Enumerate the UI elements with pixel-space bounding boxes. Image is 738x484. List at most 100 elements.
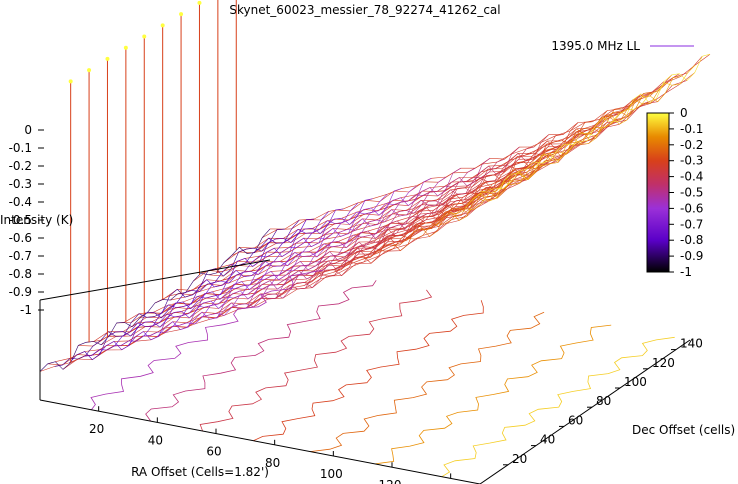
colorbar-tick-label: -0.8 xyxy=(680,233,703,247)
y-tick-label: 100 xyxy=(624,375,647,389)
y-axis-ticks: 20 40 60 80 100 120 140 xyxy=(503,337,703,466)
surface-ra-line xyxy=(98,211,329,355)
surface-ra-line xyxy=(171,188,403,327)
z-tick-label: -0.2 xyxy=(9,159,32,173)
z-tick-label: -0.6 xyxy=(9,231,32,245)
spike-cap xyxy=(179,12,184,17)
spike-cap xyxy=(105,56,110,61)
surface-ra-line xyxy=(303,146,535,286)
surface-ra-line xyxy=(39,228,271,372)
colorbar-tick-label: -0.5 xyxy=(680,186,703,200)
x-tick-label: 20 xyxy=(89,422,104,436)
surface-mesh xyxy=(39,53,711,372)
surface-dec-line xyxy=(177,121,619,296)
y-axis-label: Dec Offset (cells) xyxy=(632,423,735,437)
surface-ra-line xyxy=(421,92,652,231)
surface-ra-line xyxy=(186,185,417,328)
surface-dec-line xyxy=(254,72,695,253)
surface-ra-line xyxy=(113,208,344,347)
surface-ra-line xyxy=(479,53,711,193)
x-tick-label: 120 xyxy=(379,478,402,484)
contour-line xyxy=(90,269,323,411)
surface-dec-line xyxy=(246,80,688,254)
colorbar-tick-label: -0.1 xyxy=(680,122,703,136)
surface-dec-line xyxy=(269,53,711,230)
surface-ra-line xyxy=(215,176,447,319)
surface-ra-line xyxy=(362,121,593,260)
surface-ra-line xyxy=(230,167,461,308)
colorbar-tick-label: -1 xyxy=(680,265,692,279)
colorbar-tick-label: -0.3 xyxy=(680,154,703,168)
surface-ra-line xyxy=(289,146,520,289)
surface-dec-line xyxy=(193,99,634,282)
colorbar-tick-label: -0.4 xyxy=(680,170,703,184)
x-tick-label: 60 xyxy=(206,445,221,459)
surface-ra-line xyxy=(406,97,637,241)
colorbar xyxy=(646,112,670,273)
surface-dec-line xyxy=(262,56,703,238)
surface-dec-line xyxy=(231,74,672,256)
z-tick-label: -0.9 xyxy=(9,285,32,299)
y-tick-label: 40 xyxy=(540,433,555,447)
colorbar-tick-label: -0.9 xyxy=(680,249,703,263)
surface-ra-line xyxy=(333,134,564,273)
axes-frame xyxy=(39,259,691,484)
contour-line xyxy=(145,280,377,422)
chart-title: Skynet_60023_messier_78_92274_41262_cal xyxy=(229,3,500,17)
colorbar-tick-label: -0.7 xyxy=(680,217,703,231)
z-axis-label: Intensity (K) xyxy=(0,213,73,227)
surface-ra-line xyxy=(391,108,623,247)
z-tick-label: -0.7 xyxy=(9,249,32,263)
surface-ra-line xyxy=(347,122,579,266)
spike-cap xyxy=(142,34,147,39)
surface-ra-line xyxy=(465,64,696,208)
surface-dec-line xyxy=(216,98,657,274)
colorbar-tick-label: 0 xyxy=(680,106,688,120)
surface-ra-line xyxy=(377,110,608,254)
surface-ra-line xyxy=(435,82,667,226)
surface-dec-line xyxy=(223,81,665,263)
x-tick-label: 80 xyxy=(265,456,280,470)
surface-ra-line xyxy=(318,134,549,277)
z-tick-label: -0.3 xyxy=(9,177,32,191)
surface-dec-line xyxy=(62,188,504,370)
y-tick-label: 140 xyxy=(680,337,703,351)
contour-line xyxy=(253,300,484,442)
surface-ra-line xyxy=(157,193,388,337)
x-tick-label: 100 xyxy=(320,467,343,481)
surface-ra-line xyxy=(245,167,476,309)
surface-ra-line xyxy=(54,228,285,367)
y-tick-label: 80 xyxy=(596,394,611,408)
contour-line xyxy=(199,289,433,432)
spike-cap xyxy=(123,45,128,50)
contour-line xyxy=(310,311,545,452)
surface-ra-line xyxy=(274,158,505,299)
spike-cap xyxy=(68,79,73,84)
surface-ra-line xyxy=(83,218,315,357)
surface-ra-line xyxy=(127,202,359,346)
colorbar-tick-label: -0.2 xyxy=(680,138,703,152)
colorbar-ticks: 0 -0.1 -0.2 -0.3 -0.4 -0.5-0.6 -0.7 -0.8 -0.9 -1 xyxy=(669,106,703,279)
x-axis-label: RA Offset (Cells=1.82') xyxy=(131,465,269,479)
z-tick-label: -0.8 xyxy=(9,267,32,281)
base-contours xyxy=(90,269,675,478)
surface-ra-line xyxy=(142,198,373,337)
surface-ra-line xyxy=(201,178,432,318)
colorbar-tick-label: -0.6 xyxy=(680,201,703,215)
z-tick-label: -1 xyxy=(20,303,32,317)
spike-cap xyxy=(87,68,92,73)
surface-ra-line xyxy=(69,219,300,364)
y-tick-label: 60 xyxy=(568,413,583,427)
z-tick-label: -0.5 xyxy=(9,213,32,227)
contour-line xyxy=(441,336,675,478)
y-tick-label: 20 xyxy=(512,452,527,466)
legend-label: 1395.0 MHz LL xyxy=(551,39,640,53)
spike-cap xyxy=(160,23,165,28)
surface-ra-line xyxy=(450,76,681,214)
spike-cap xyxy=(197,0,202,5)
x-tick-label: 40 xyxy=(148,433,163,447)
surface-ra-line xyxy=(259,158,491,299)
edge-spikes xyxy=(68,0,237,363)
